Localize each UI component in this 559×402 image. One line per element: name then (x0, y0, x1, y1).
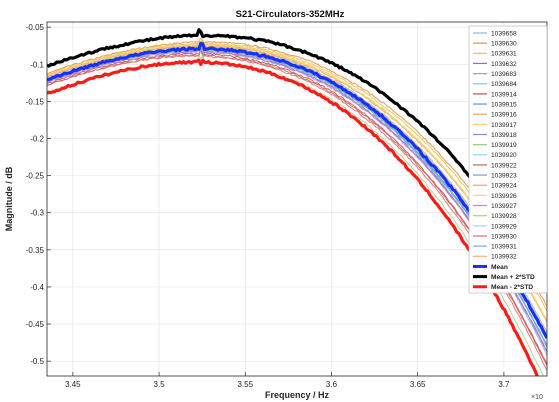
series-line-1039927 (47, 49, 547, 353)
legend-entry-label: 1039631 (491, 51, 517, 58)
legend-entry-label: 1039926 (491, 193, 517, 200)
y-tick-label: -0.4 (30, 283, 44, 292)
legend-entry-label: 1039917 (491, 122, 517, 129)
series-line-1039926 (47, 42, 547, 322)
series-line-mean-2-std (47, 28, 547, 290)
y-tick-label: -0.15 (26, 97, 45, 106)
legend-entry-label: 1039923 (491, 173, 517, 180)
y-tick-label: -0.5 (30, 357, 44, 366)
legend-entry-label: 1039931 (491, 244, 517, 251)
x-tick-label: 3.6 (326, 380, 338, 389)
legend-entry-label: Mean - 2*STD (491, 284, 533, 291)
y-tick-label: -0.25 (26, 172, 45, 181)
legend-entry-label: Mean (491, 264, 508, 271)
legend-entry-label: 1039914 (491, 91, 517, 98)
series-curves (47, 28, 547, 376)
x-tick-label: 3.7 (498, 380, 510, 389)
y-axis-label: Magnitude / dB (4, 166, 14, 231)
legend-entry-label: Mean + 2*STD (491, 274, 535, 281)
legend-entry-label: 1039918 (491, 132, 517, 139)
y-tick-label: -0.05 (26, 23, 45, 32)
chart-title: S21-Circulators-352MHz (236, 9, 345, 20)
legend-entry-label: 1039920 (491, 152, 517, 159)
y-axis-ticks: -0.05 -0.1 -0.15 -0.2 -0.25 -0.3 -0.35 -0.4 -0.4… (26, 23, 51, 366)
legend-entry-label: 1039916 (491, 112, 517, 119)
legend-entry-label: 1039928 (491, 213, 517, 220)
y-tick-label: -0.45 (26, 320, 45, 329)
x-tick-label: 3.65 (410, 380, 426, 389)
series-line-1039631 (47, 37, 547, 311)
legend-entry-label: 1039632 (491, 61, 517, 68)
x-axis-label: Frequency / Hz (265, 390, 330, 400)
y-tick-label: -0.2 (30, 135, 44, 144)
y-tick-label: -0.3 (30, 209, 44, 218)
legend-entry-label: 1039929 (491, 223, 517, 230)
series-line-mean-2-std (47, 58, 539, 376)
x-tick-label: 3.45 (65, 380, 81, 389)
y-tick-label: -0.35 (26, 246, 45, 255)
legend-box (468, 25, 548, 294)
y-tick-label: -0.1 (30, 60, 44, 69)
x-tick-label: 3.55 (237, 380, 253, 389)
x-axis-multiplier: ×10 (531, 394, 543, 401)
legend-entry-label: 1039683 (491, 71, 517, 78)
legend-entry-label: 1039930 (491, 233, 517, 240)
legend-entry-label: 1039932 (491, 254, 517, 261)
x-tick-label: 3.5 (154, 380, 166, 389)
legend-items: 1039658 1039630 1039631 1039632 1039683 10396… (473, 30, 535, 291)
legend-entry-label: 1039915 (491, 101, 517, 108)
series-line-1039932 (47, 41, 547, 334)
legend-entry-label: 1039630 (491, 41, 517, 48)
x-axis-ticks: 3.45 3.5 3.55 3.6 3.65 3.7 (65, 372, 510, 389)
series-line-1039922 (47, 49, 547, 367)
series-line-mean (47, 41, 547, 339)
legend-entry-label: 1039658 (491, 30, 517, 37)
legend-entry-label: 1039924 (491, 183, 517, 190)
chart-legend: 1039658 1039630 1039631 1039632 1039683 10396… (468, 25, 548, 294)
plot-area (46, 21, 548, 377)
series-line-1039930 (47, 49, 547, 371)
legend-entry-label: 1039927 (491, 203, 517, 210)
legend-entry-label: 1039922 (491, 162, 517, 169)
legend-entry-label: 1039919 (491, 142, 517, 149)
legend-entry-label: 1039684 (491, 81, 517, 88)
